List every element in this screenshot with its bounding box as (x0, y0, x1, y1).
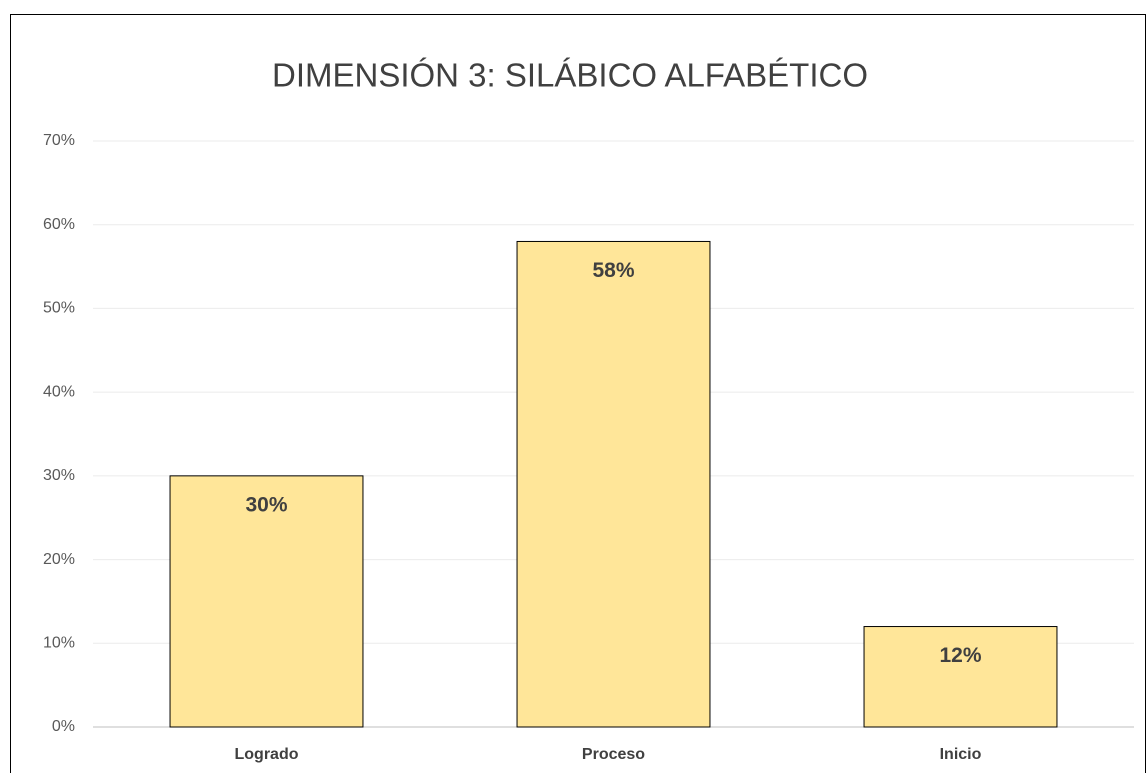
y-tick-label: 40% (43, 383, 75, 400)
x-tick-label: Inicio (940, 746, 982, 763)
y-tick-label: 20% (43, 551, 75, 568)
bar (516, 240, 711, 728)
bar (169, 475, 364, 728)
chart-title: DIMENSIÓN 3: SILÁBICO ALFABÉTICO (272, 57, 868, 94)
data-label: 58% (592, 259, 634, 282)
data-label: 12% (939, 644, 981, 667)
y-tick-label: 10% (43, 635, 75, 652)
x-tick-label: Proceso (582, 746, 645, 763)
y-tick-label: 60% (43, 216, 75, 233)
y-tick-label: 50% (43, 300, 75, 317)
y-tick-label: 0% (52, 718, 75, 735)
data-label: 30% (245, 493, 287, 516)
y-tick-label: 30% (43, 467, 75, 484)
x-tick-label: Logrado (235, 746, 299, 763)
y-tick-label: 70% (43, 132, 75, 149)
bar (863, 626, 1058, 728)
